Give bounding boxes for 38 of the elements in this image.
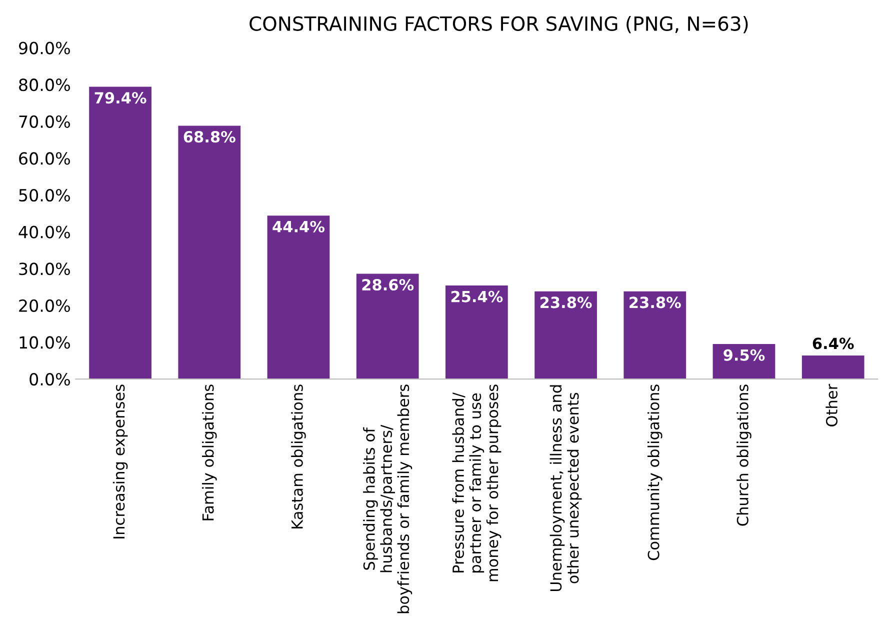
chart-title: CONSTRAINING FACTORS FOR SAVING (PNG, N=63) <box>250 16 748 34</box>
y-tick-label: 70.0% <box>19 115 70 128</box>
bar <box>712 344 776 380</box>
y-tick-label: 90.0% <box>18 42 70 54</box>
bar <box>534 291 597 380</box>
bar <box>624 291 686 380</box>
data-label: 68.8% <box>184 131 236 143</box>
data-label: 23.8% <box>630 296 681 308</box>
data-label: 28.6% <box>362 278 414 291</box>
x-tick-label: Community obligations <box>647 384 662 560</box>
x-tick-label: Family obligations <box>202 384 217 520</box>
x-tick-label: Church obligations <box>736 384 752 526</box>
bar <box>446 286 508 380</box>
data-label: 25.4% <box>451 290 503 302</box>
x-tick-label: Unemployment, illness and other unexpected events <box>550 385 582 592</box>
x-tick-label: Kastam obligations <box>291 384 306 528</box>
y-tick-label: 10.0% <box>20 336 70 349</box>
data-label: 44.4% <box>272 220 324 232</box>
x-tick-label: Spending habits of husbands/partners/ boyfriends or family members <box>363 384 412 614</box>
y-tick-label: 50.0% <box>19 188 70 202</box>
y-tick-label: 80.0% <box>19 78 70 92</box>
y-tick-label: 40.0% <box>18 226 70 238</box>
x-tick-label: Increasing expenses <box>112 384 128 538</box>
y-tick-label: 0.0% <box>30 372 70 386</box>
bar <box>267 216 330 380</box>
bar <box>356 274 419 380</box>
bar <box>802 355 864 380</box>
y-tick-label: 60.0% <box>19 152 70 165</box>
x-tick-label: Other <box>826 384 838 426</box>
data-label: 9.5% <box>724 349 765 361</box>
x-tick-label: Pressure from husband/ partner or family to use money for other purposes <box>452 384 502 582</box>
y-tick-label: 20.0% <box>19 299 70 312</box>
bar <box>89 86 152 380</box>
y-tick-label: 30.0% <box>19 262 70 276</box>
data-label: 6.4% <box>812 338 854 350</box>
data-label: 23.8% <box>540 296 592 308</box>
bar <box>178 126 241 380</box>
data-label: 79.4% <box>94 92 146 104</box>
